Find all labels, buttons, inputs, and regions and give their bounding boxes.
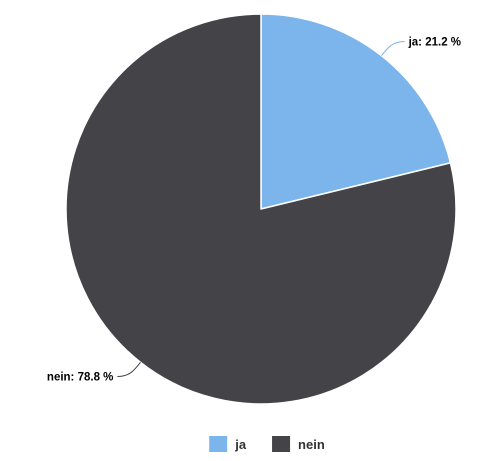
data-label-connector-nein: [117, 362, 141, 377]
data-label-connector-ja: [381, 41, 405, 56]
legend-swatch-ja: [209, 436, 228, 452]
data-label-nein: nein: 78.8 %: [47, 371, 113, 383]
pie-slices: [65, 13, 457, 405]
pie-slice-ja[interactable]: [260, 13, 452, 210]
data-label-ja: ja: 21.2 %: [408, 37, 461, 49]
legend-label-ja: ja: [234, 437, 247, 452]
legend-label-nein: nein: [298, 437, 325, 452]
legend-item-ja[interactable]: ja: [209, 436, 247, 452]
legend: ja nein: [209, 436, 325, 452]
data-labels: ja: 21.2 % nein: 78.8 %: [47, 37, 461, 384]
legend-item-nein[interactable]: nein: [272, 436, 325, 452]
pie-slice-nein[interactable]: [65, 13, 457, 405]
data-label-connectors: [117, 41, 405, 377]
legend-swatch-nein: [272, 436, 291, 452]
